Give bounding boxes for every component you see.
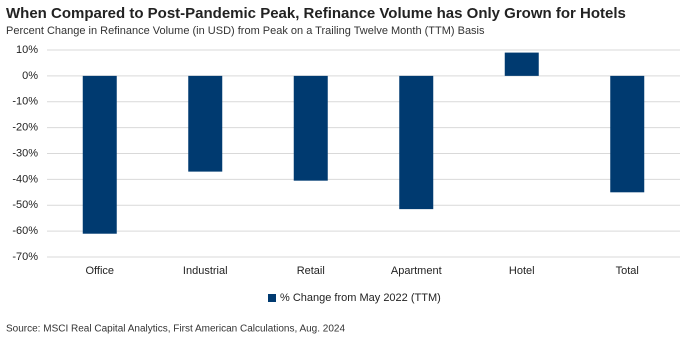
- y-tick-label: 0%: [22, 70, 38, 82]
- bar: [504, 52, 539, 76]
- x-tick-label: Apartment: [391, 265, 442, 277]
- legend-swatch: [268, 294, 276, 302]
- y-tick-label: -10%: [12, 96, 38, 108]
- chart-title: When Compared to Post-Pandemic Peak, Ref…: [6, 5, 626, 22]
- x-tick-label: Industrial: [183, 265, 228, 277]
- x-tick-label: Hotel: [509, 265, 535, 277]
- y-tick-label: -70%: [12, 251, 38, 263]
- y-tick-label: -50%: [12, 199, 38, 211]
- bar: [82, 75, 117, 234]
- y-tick-label: 10%: [16, 44, 38, 56]
- bar: [399, 75, 434, 210]
- y-tick-label: -60%: [12, 225, 38, 237]
- x-tick-label: Retail: [297, 265, 325, 277]
- x-tick-label: Office: [85, 265, 114, 277]
- bar: [610, 75, 645, 193]
- bar: [188, 75, 223, 172]
- x-tick-label: Total: [616, 265, 639, 277]
- y-tick-label: -20%: [12, 122, 38, 134]
- y-tick-label: -30%: [12, 147, 38, 159]
- y-tick-label: -40%: [12, 173, 38, 185]
- legend-label: % Change from May 2022 (TTM): [280, 292, 441, 304]
- source-note: Source: MSCI Real Capital Analytics, Fir…: [6, 324, 345, 335]
- chart-subtitle: Percent Change in Refinance Volume (in U…: [6, 25, 485, 37]
- bar: [293, 75, 328, 181]
